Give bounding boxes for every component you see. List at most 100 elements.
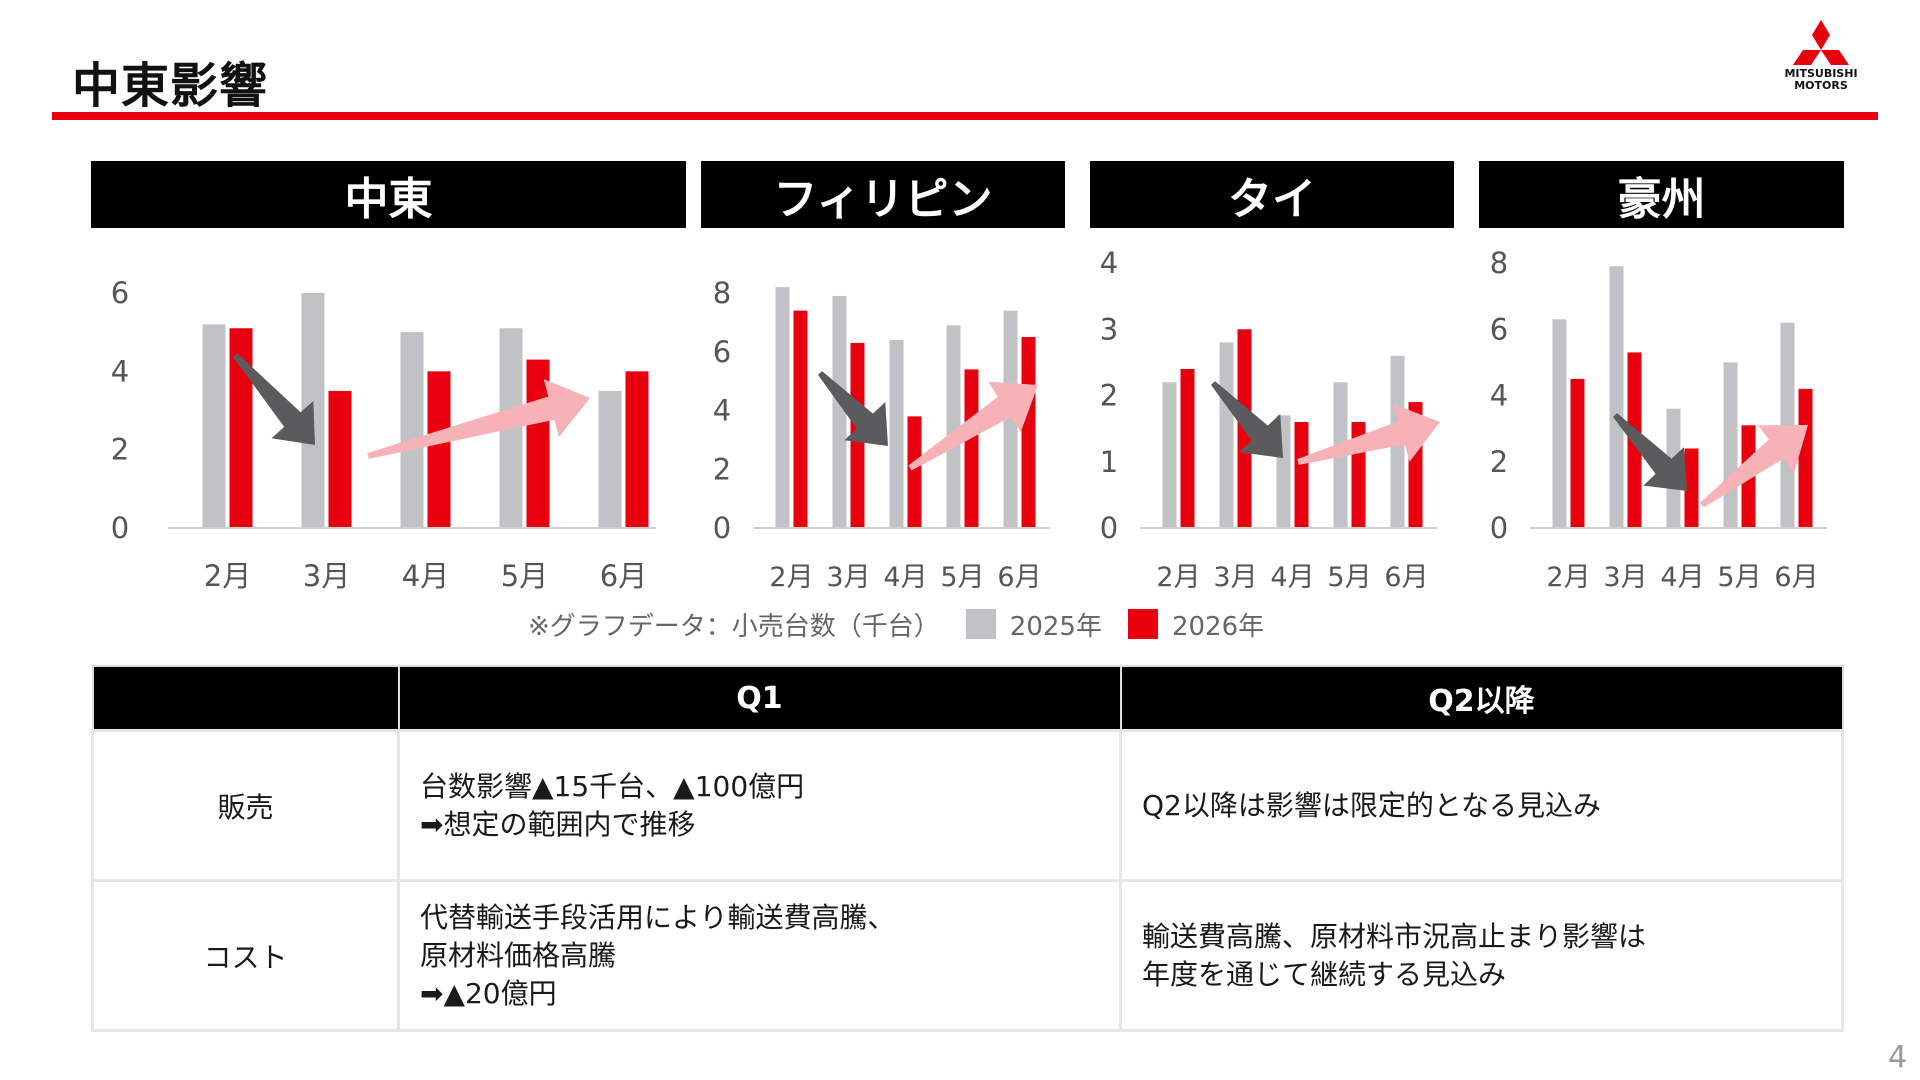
trend-up-arrow-icon — [1297, 404, 1440, 465]
x-tick-label: 5月 — [940, 562, 984, 593]
x-tick-label: 5月 — [501, 559, 548, 593]
logo-line1: MITSUBISHI — [1784, 67, 1858, 80]
trend-down-arrow-icon — [818, 371, 888, 446]
legend-label-2025: 2025年 — [1009, 611, 1102, 642]
bar-2025 — [1552, 319, 1567, 528]
bar-2025 — [598, 390, 622, 528]
legend-note: ※グラフデータ：小売台数（千台） — [528, 611, 940, 642]
bar-2026 — [1180, 369, 1195, 528]
y-tick-label: 6 — [1490, 312, 1508, 346]
legend-label-2026: 2026年 — [1171, 611, 1265, 642]
trend-down-arrow-icon — [1613, 413, 1687, 491]
y-tick-label: 2 — [713, 452, 731, 486]
cell-cost-q2: 輸送費高騰、原材料市況高止まり影響は 年度を通じて継続する見込み — [1119, 879, 1844, 1032]
x-tick-label: 3月 — [1213, 562, 1257, 593]
table-row: コスト 代替輸送手段活用により輸送費高騰、 原材料価格高騰 ➡▲20億円 輸送費… — [91, 879, 1844, 1032]
bar-2025 — [1723, 362, 1738, 528]
panel-header-middle-east: 中東 — [91, 161, 686, 228]
bar-2026 — [793, 310, 808, 528]
x-tick-label: 4月 — [402, 559, 449, 593]
page-title: 中東影響 — [72, 58, 269, 114]
x-tick-label: 2月 — [1156, 562, 1200, 593]
cell-sales-q1: 台数影響▲15千台、▲100億円 ➡想定の範囲内で推移 — [397, 729, 1122, 882]
bar-2025 — [889, 340, 904, 528]
panel-header-thailand: タイ — [1090, 161, 1454, 228]
row-label-cost: コスト — [91, 879, 400, 1032]
bar-2026 — [625, 371, 649, 528]
legend-swatch-2026 — [1127, 609, 1158, 639]
y-tick-label: 1 — [1100, 445, 1118, 479]
bar-2026 — [1570, 378, 1585, 528]
chart-legend: ※グラフデータ：小売台数（千台） 2025年 2026年 — [528, 606, 1264, 642]
bar-2026 — [1021, 337, 1036, 528]
logo-line2: MOTORS — [1794, 79, 1848, 92]
y-tick-label: 6 — [111, 276, 129, 310]
y-tick-label: 8 — [1490, 246, 1508, 280]
x-tick-label: 2月 — [204, 559, 251, 593]
x-tick-label: 2月 — [1546, 562, 1590, 593]
bar-2026 — [964, 369, 979, 528]
bar-2025 — [1003, 310, 1018, 528]
y-tick-label: 3 — [1100, 312, 1118, 346]
bar-2025 — [946, 325, 961, 528]
trend-down-arrow-icon — [232, 353, 315, 445]
x-tick-label: 6月 — [1384, 562, 1428, 593]
x-tick-label: 5月 — [1717, 562, 1761, 593]
y-tick-label: 0 — [111, 511, 129, 545]
x-tick-label: 5月 — [1327, 562, 1371, 593]
table-row: 販売 台数影響▲15千台、▲100億円 ➡想定の範囲内で推移 Q2以降は影響は限… — [91, 729, 1844, 882]
logo-text: MITSUBISHI MOTORS — [1772, 68, 1870, 92]
panel-header-australia: 豪州 — [1479, 161, 1844, 228]
cell-cost-q1: 代替輸送手段活用により輸送費高騰、 原材料価格高騰 ➡▲20億円 — [397, 879, 1122, 1032]
x-tick-label: 4月 — [1270, 562, 1314, 593]
cell-sales-q2: Q2以降は影響は限定的となる見込み — [1119, 729, 1844, 882]
bar-2026 — [1798, 388, 1813, 528]
x-tick-label: 6月 — [600, 559, 647, 593]
bar-2026 — [427, 371, 451, 528]
y-tick-label: 0 — [1490, 511, 1508, 545]
bar-2025 — [775, 287, 790, 528]
bar-2026 — [229, 328, 253, 528]
bar-2025 — [1609, 266, 1624, 528]
x-tick-label: 6月 — [997, 562, 1041, 593]
table-header-empty — [91, 665, 400, 732]
x-tick-label: 3月 — [303, 559, 350, 593]
y-tick-label: 4 — [1100, 246, 1118, 280]
bar-2025 — [400, 332, 424, 528]
bar-2026 — [1294, 422, 1309, 528]
y-tick-label: 4 — [111, 354, 129, 388]
table-header-q1: Q1 — [397, 665, 1122, 732]
x-tick-label: 3月 — [1603, 562, 1647, 593]
impact-table: Q1 Q2以降 販売 台数影響▲15千台、▲100億円 ➡想定の範囲内で推移 Q… — [91, 665, 1844, 1032]
title-underline — [52, 112, 1878, 120]
panel-header-philippines: フィリピン — [701, 161, 1065, 228]
y-tick-label: 4 — [1490, 379, 1508, 413]
y-tick-label: 6 — [713, 335, 731, 369]
y-tick-label: 2 — [1490, 445, 1508, 479]
bar-2025 — [202, 324, 226, 528]
row-label-sales: 販売 — [91, 729, 400, 882]
bar-2025 — [1162, 382, 1177, 528]
x-tick-label: 6月 — [1774, 562, 1818, 593]
bar-2026 — [1684, 448, 1699, 528]
y-tick-label: 4 — [713, 394, 731, 428]
mitsubishi-logo-icon — [1793, 20, 1849, 65]
y-tick-label: 2 — [1100, 379, 1118, 413]
x-tick-label: 4月 — [1660, 562, 1704, 593]
trend-down-arrow-icon — [1211, 381, 1283, 458]
table-header-q2: Q2以降 — [1119, 665, 1844, 732]
bar-2025 — [832, 295, 847, 528]
y-tick-label: 8 — [713, 276, 731, 310]
table-header-row: Q1 Q2以降 — [91, 665, 1844, 732]
bar-2026 — [907, 416, 922, 528]
trend-up-arrow-icon — [367, 379, 590, 459]
legend-swatch-2025 — [965, 609, 996, 639]
trend-up-arrow-icon — [1700, 425, 1808, 508]
x-tick-label: 3月 — [826, 562, 870, 593]
y-tick-label: 0 — [713, 511, 731, 545]
x-tick-label: 2月 — [769, 562, 813, 593]
trend-up-arrow-icon — [908, 381, 1038, 471]
y-tick-label: 2 — [111, 433, 129, 467]
bar-2026 — [328, 390, 352, 528]
